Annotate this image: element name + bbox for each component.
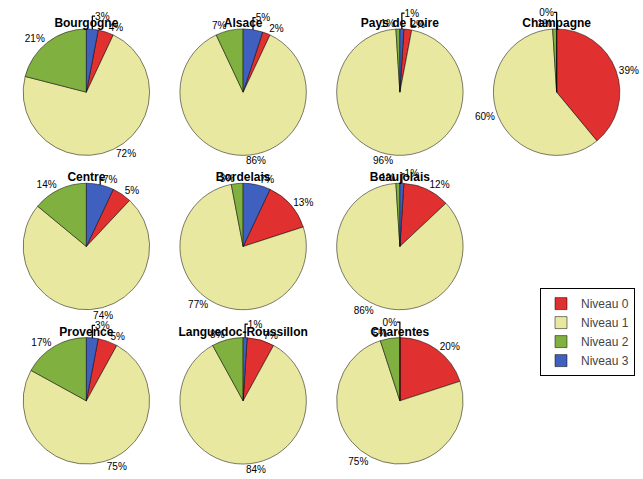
svg-text:2%: 2% [411,19,426,30]
svg-text:72%: 72% [116,148,136,159]
svg-text:1%: 1% [405,8,420,19]
svg-text:1%: 1% [405,168,420,179]
svg-text:Bourgogne: Bourgogne [54,16,118,30]
svg-text:Languedoc-Roussillon: Languedoc-Roussillon [178,325,307,339]
svg-text:1%: 1% [537,18,552,29]
svg-text:7%: 7% [212,20,227,31]
svg-text:Beaujolais: Beaujolais [370,170,430,184]
svg-text:5%: 5% [125,185,140,196]
svg-text:4%: 4% [109,22,124,33]
svg-text:3%: 3% [95,320,110,331]
svg-text:75%: 75% [348,456,368,467]
svg-text:0%: 0% [383,317,398,328]
svg-text:21%: 21% [25,33,45,44]
svg-text:75%: 75% [107,461,127,472]
svg-text:1%: 1% [248,319,263,330]
svg-text:Charentes: Charentes [371,325,430,339]
svg-text:Niveau 1: Niveau 1 [581,316,629,330]
svg-text:Alsace: Alsace [224,16,263,30]
svg-text:Pays de Loire: Pays de Loire [361,16,439,30]
svg-text:84%: 84% [246,464,266,475]
svg-text:5%: 5% [373,328,388,339]
svg-text:7%: 7% [260,174,275,185]
svg-text:Niveau 3: Niveau 3 [581,354,629,368]
svg-text:1%: 1% [381,18,396,29]
svg-text:8%: 8% [210,329,225,340]
svg-text:74%: 74% [93,310,113,321]
svg-text:3%: 3% [95,11,110,22]
svg-text:77%: 77% [188,299,208,310]
svg-text:5%: 5% [111,331,126,342]
svg-text:5%: 5% [256,12,271,23]
svg-text:13%: 13% [293,197,313,208]
svg-text:Niveau 2: Niveau 2 [581,335,629,349]
svg-text:1%: 1% [381,172,396,183]
svg-text:12%: 12% [430,179,450,190]
svg-text:60%: 60% [475,111,495,122]
svg-text:14%: 14% [37,179,57,190]
svg-text:Niveau 0: Niveau 0 [581,297,629,311]
svg-text:86%: 86% [246,155,266,166]
svg-text:2%: 2% [269,23,284,34]
svg-text:3%: 3% [220,173,235,184]
svg-text:Bordelais: Bordelais [216,170,271,184]
svg-text:86%: 86% [354,305,374,316]
svg-text:7%: 7% [103,174,118,185]
svg-text:7%: 7% [264,330,279,341]
svg-text:0%: 0% [539,7,554,18]
svg-text:17%: 17% [31,337,51,348]
svg-text:Provence: Provence [59,325,113,339]
svg-text:20%: 20% [440,341,460,352]
svg-text:Champagne: Champagne [522,16,591,30]
svg-text:Centre: Centre [67,170,105,184]
svg-text:96%: 96% [373,155,393,166]
svg-text:39%: 39% [619,65,639,76]
